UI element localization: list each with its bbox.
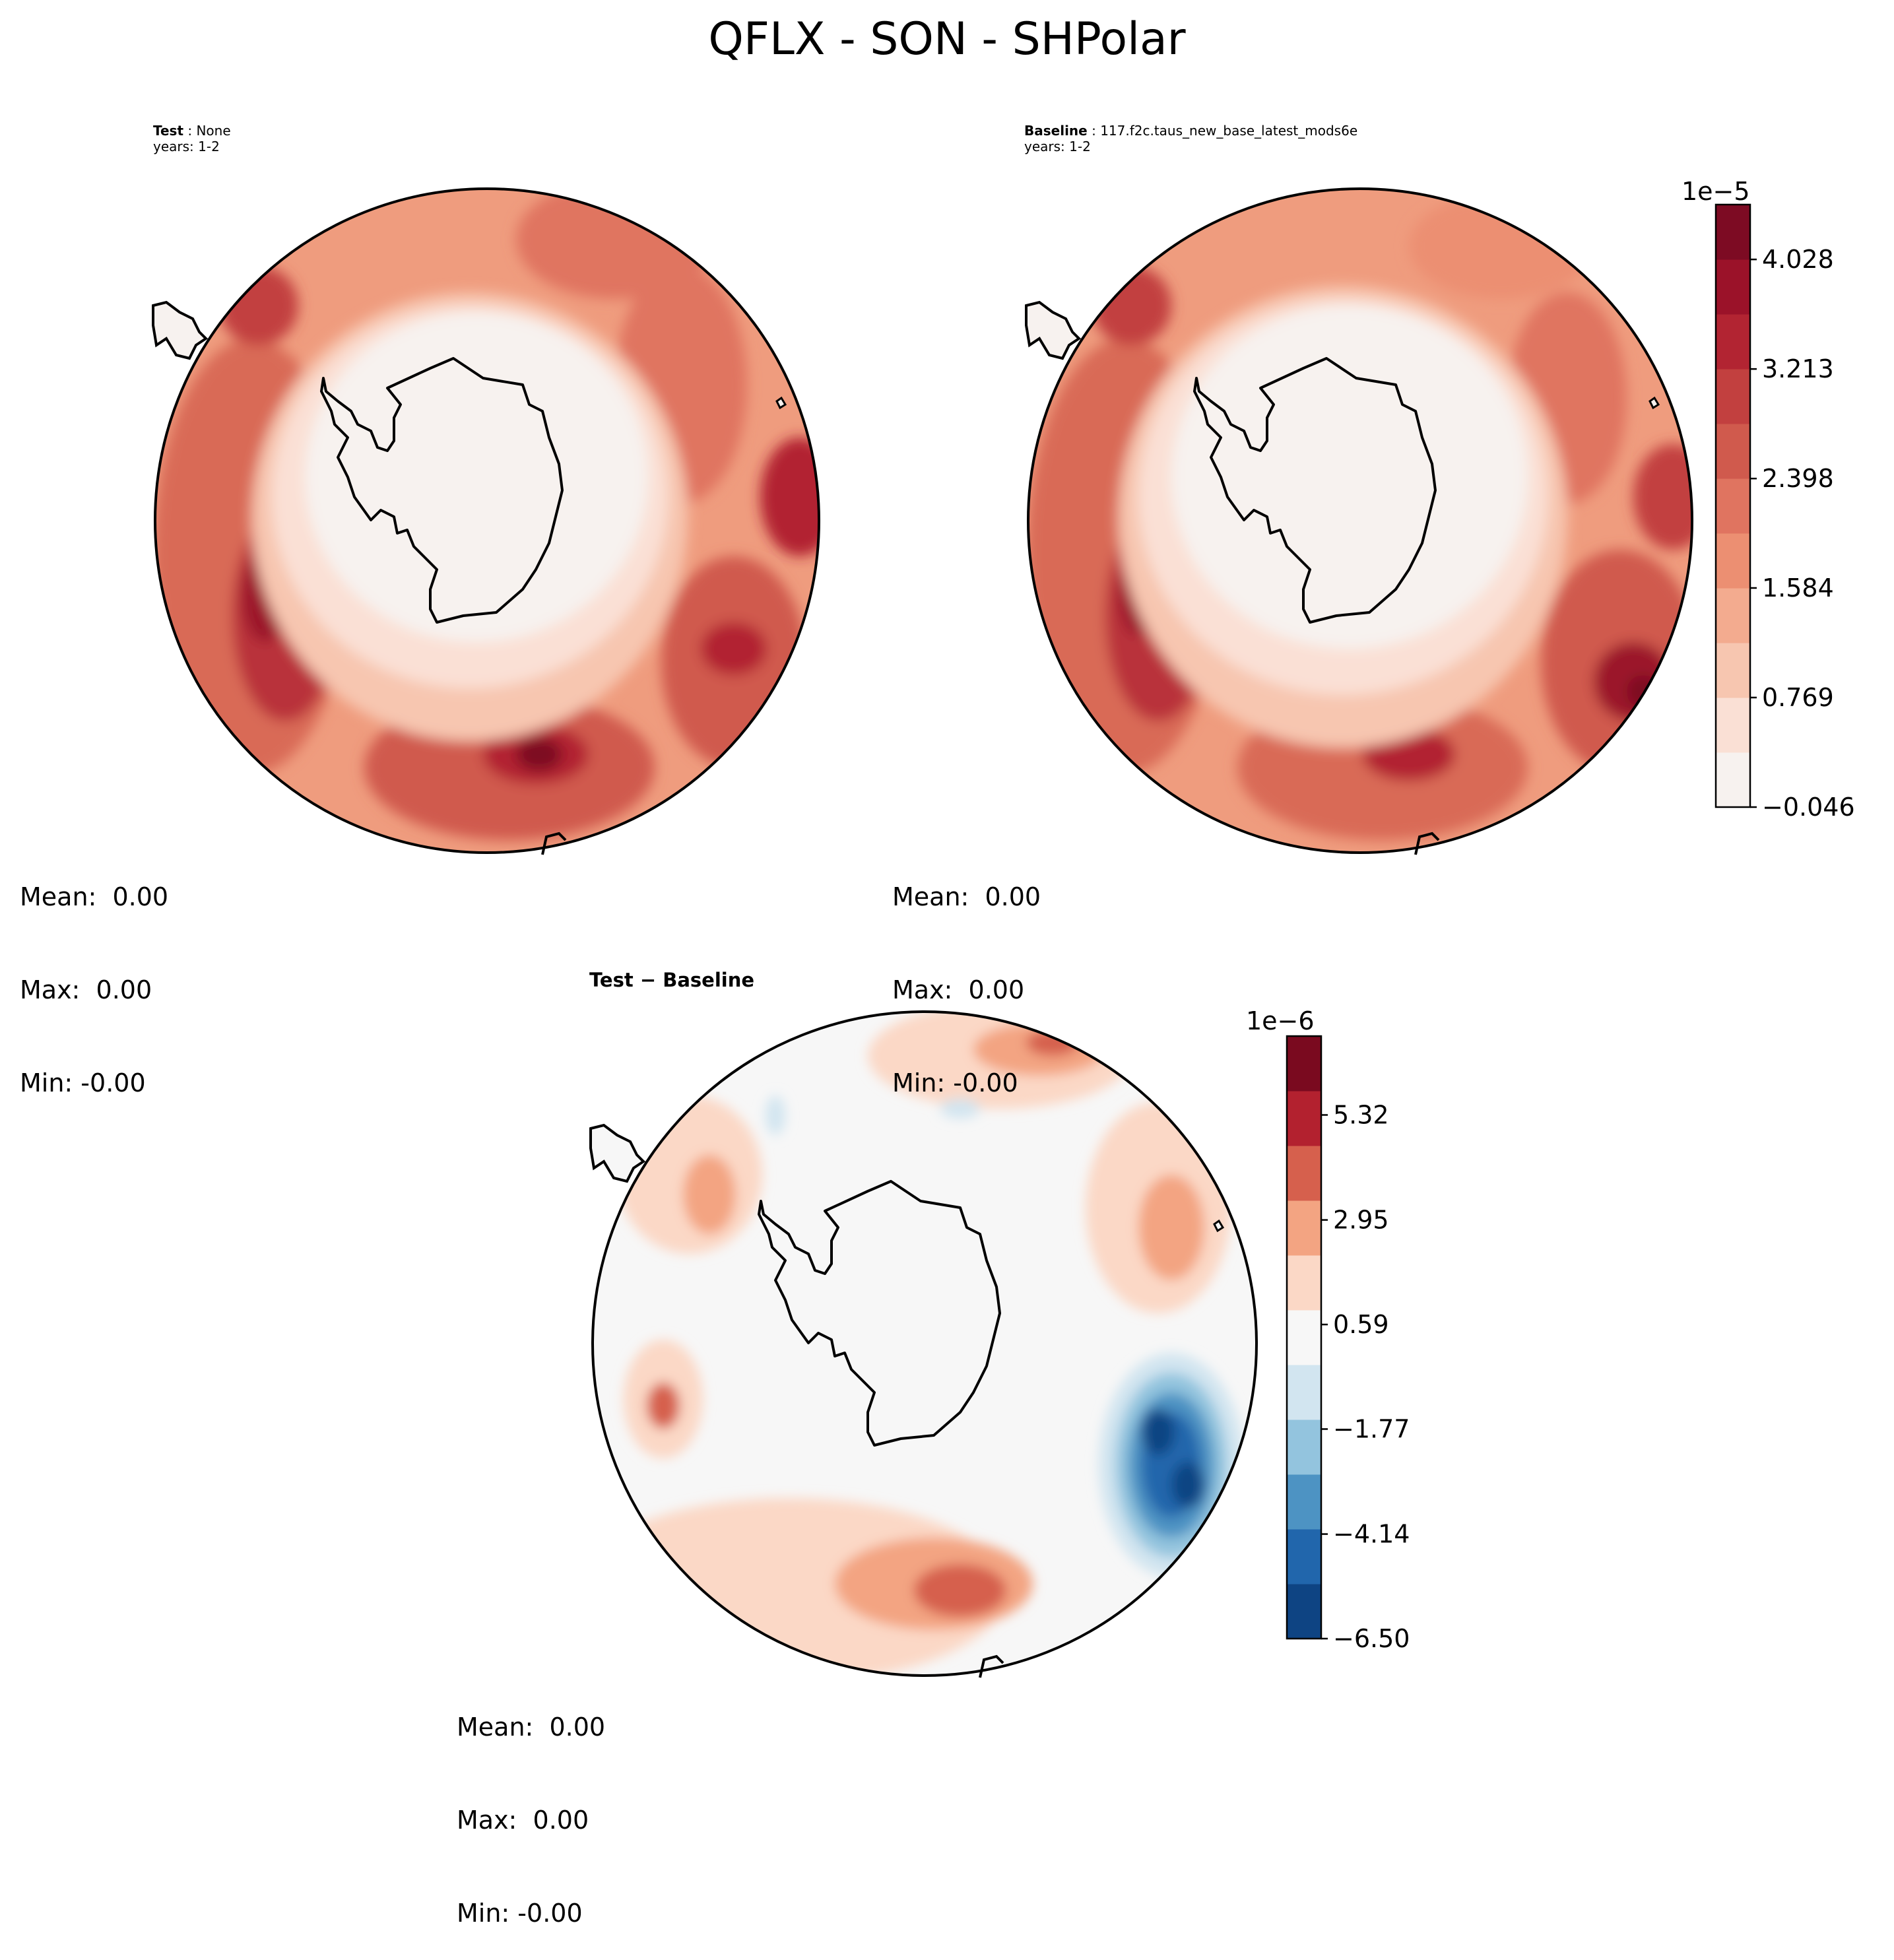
test-antarctica-coastline: [320, 357, 564, 624]
baseline-stats: Mean: 0.00 Max: 0.00 Min: -0.00: [892, 820, 1041, 1130]
baseline-bottom-coastline: [1414, 832, 1440, 855]
baseline-colorbar-tick-label: −0.046: [1762, 793, 1855, 822]
diff-colorbar-segment: [1287, 1036, 1321, 1092]
baseline-colorbar-segment: [1716, 533, 1750, 589]
test-label-value: None: [196, 123, 231, 139]
test-stats: Mean: 0.00 Max: 0.00 Min: -0.00: [20, 820, 168, 1130]
baseline-colorbar-segment: [1716, 205, 1750, 260]
diff-colorbar-segment: [1287, 1529, 1321, 1584]
diff-colorbar-tick-label: 2.95: [1333, 1206, 1389, 1235]
test-stat-max: Max: 0.00: [20, 975, 152, 1004]
baseline-colorbar-segment: [1716, 478, 1750, 534]
baseline-colorbar-segment: [1716, 752, 1750, 808]
baseline-antarctica-coastline: [1193, 357, 1437, 624]
diff-colorbar-exponent: 1e−6: [1246, 1006, 1315, 1035]
diff-colorbar-segment: [1287, 1146, 1321, 1201]
diff-colorbar: −6.50 −4.14 −1.77 0.59 2.95 5.32: [1286, 1035, 1410, 1653]
baseline-colorbar-segment: [1716, 369, 1750, 424]
test-panel-label: Test : None: [153, 123, 231, 139]
diff-stat-mean: Mean: 0.00: [457, 1713, 606, 1742]
diff-colorbar-segment: [1287, 1420, 1321, 1475]
baseline-years-label: years: 1-2: [1024, 139, 1091, 154]
baseline-colorbar: −0.046 0.769 1.584 2.398 3.213 4.028: [1714, 203, 1855, 822]
test-island-coastline: [775, 396, 787, 410]
diff-colorbar-segment: [1287, 1310, 1321, 1365]
diff-colorbar-tick-label: −1.77: [1333, 1414, 1410, 1443]
diff-map-boundary: [591, 1010, 1258, 1677]
baseline-label-bold: Baseline: [1024, 123, 1088, 139]
baseline-stat-mean: Mean: 0.00: [892, 882, 1041, 911]
baseline-colorbar-segment: [1716, 424, 1750, 479]
diff-colorbar-tick-label: −6.50: [1333, 1624, 1410, 1653]
baseline-map-boundary: [1027, 187, 1693, 854]
baseline-colorbar-segment: [1716, 314, 1750, 370]
diff-colorbar-segment: [1287, 1091, 1321, 1146]
baseline-south-america-coastline: [1025, 300, 1082, 360]
test-bottom-coastline: [541, 832, 567, 855]
baseline-colorbar-exponent: 1e−5: [1682, 177, 1750, 206]
test-stat-mean: Mean: 0.00: [20, 882, 169, 911]
baseline-colorbar-segment: [1716, 259, 1750, 315]
diff-stat-min: Min: -0.00: [457, 1899, 583, 1928]
diff-panel-label: Test − Baseline: [589, 969, 755, 991]
diff-colorbar-segment: [1287, 1584, 1321, 1639]
test-stat-min: Min: -0.00: [20, 1068, 146, 1097]
baseline-panel-label: Baseline : 117.f2c.taus_new_base_latest_…: [1024, 123, 1357, 139]
baseline-island-coastline: [1649, 396, 1660, 410]
diff-colorbar-segment: [1287, 1474, 1321, 1530]
baseline-colorbar-tick-label: 1.584: [1762, 573, 1834, 603]
diff-colorbar-frame: [1286, 1035, 1323, 1640]
baseline-label-sep: :: [1087, 123, 1101, 139]
test-label-sep: :: [183, 123, 197, 139]
diff-colorbar-tick-label: 5.32: [1333, 1100, 1389, 1129]
baseline-colorbar-tick-label: 0.769: [1762, 683, 1834, 712]
diff-bottom-coastline: [979, 1654, 1004, 1678]
baseline-stat-min: Min: -0.00: [892, 1068, 1018, 1097]
diff-stats: Mean: 0.00 Max: 0.00 Min: -0.00: [457, 1650, 605, 1960]
test-label-bold: Test: [153, 123, 184, 139]
baseline-colorbar-tick-label: 4.028: [1762, 245, 1834, 274]
diff-colorbar-tick-label: −4.14: [1333, 1520, 1410, 1549]
diff-colorbar-segment: [1287, 1200, 1321, 1256]
baseline-colorbar-tick-label: 2.398: [1762, 464, 1834, 493]
diff-colorbar-segment: [1287, 1365, 1321, 1420]
diff-south-america-coastline: [589, 1123, 646, 1183]
test-years-label: years: 1-2: [153, 139, 220, 154]
diff-antarctica-coastline: [758, 1180, 1001, 1447]
baseline-polar-map: [1025, 187, 1693, 855]
baseline-label-value: 117.f2c.taus_new_base_latest_mods6e: [1100, 123, 1358, 139]
test-polar-map: [152, 187, 820, 855]
test-map-boundary: [154, 187, 820, 854]
test-contour-fill: [155, 189, 819, 853]
baseline-colorbar-segment: [1716, 643, 1750, 698]
diff-colorbar-tick-label: 0.59: [1333, 1310, 1389, 1339]
diff-island-coastline: [1213, 1219, 1225, 1233]
baseline-stat-max: Max: 0.00: [892, 975, 1025, 1004]
baseline-colorbar-segment: [1716, 698, 1750, 753]
diff-polar-map: [589, 1010, 1258, 1678]
baseline-colorbar-frame: [1714, 203, 1751, 808]
baseline-colorbar-segment: [1716, 588, 1750, 643]
baseline-colorbar-tick-label: 3.213: [1762, 354, 1834, 383]
diff-colorbar-segment: [1287, 1255, 1321, 1311]
test-south-america-coastline: [152, 300, 209, 360]
figure-title: QFLX - SON - SHPolar: [708, 13, 1186, 65]
diff-stat-max: Max: 0.00: [457, 1806, 589, 1835]
